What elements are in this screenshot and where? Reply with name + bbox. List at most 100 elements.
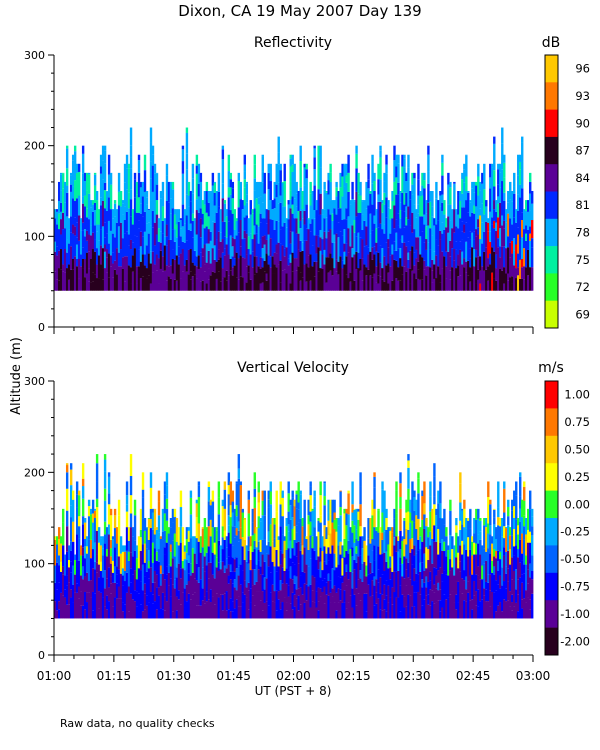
data-cell bbox=[373, 487, 376, 509]
data-cell bbox=[317, 520, 320, 532]
data-cell bbox=[179, 542, 183, 569]
data-cell bbox=[427, 604, 430, 619]
data-cell bbox=[209, 191, 213, 206]
data-cell bbox=[465, 601, 468, 619]
data-cell bbox=[105, 191, 109, 211]
data-cell bbox=[401, 154, 404, 167]
data-cell bbox=[173, 209, 177, 215]
data-cell bbox=[207, 526, 211, 547]
data-cell bbox=[251, 213, 254, 240]
data-cell bbox=[231, 181, 235, 189]
data-cell bbox=[507, 516, 510, 526]
data-cell bbox=[219, 281, 223, 291]
data-cell bbox=[373, 472, 376, 477]
data-cell bbox=[409, 512, 412, 523]
data-cell bbox=[213, 554, 217, 579]
data-cell bbox=[313, 148, 316, 158]
data-cell bbox=[163, 579, 167, 597]
data-cell bbox=[315, 235, 318, 254]
data-cell bbox=[121, 268, 125, 291]
data-cell bbox=[419, 536, 422, 550]
data-cell bbox=[297, 210, 300, 234]
data-cell bbox=[377, 598, 380, 619]
data-cell bbox=[465, 191, 468, 201]
data-cell bbox=[391, 604, 394, 619]
data-cell bbox=[217, 481, 221, 498]
data-cell bbox=[409, 522, 412, 540]
data-cell bbox=[511, 191, 514, 202]
data-cell bbox=[317, 215, 320, 236]
data-cell bbox=[107, 476, 111, 494]
data-cell bbox=[249, 254, 252, 280]
data-cell bbox=[475, 605, 478, 619]
data-cell bbox=[56, 544, 59, 563]
data-cell bbox=[373, 215, 376, 224]
data-cell bbox=[411, 184, 414, 195]
data-cell bbox=[153, 264, 157, 291]
data-cell bbox=[223, 221, 227, 237]
data-cell bbox=[233, 608, 237, 619]
data-cell bbox=[261, 236, 264, 249]
data-cell bbox=[79, 605, 83, 619]
data-cell bbox=[93, 185, 97, 203]
data-cell bbox=[65, 575, 69, 586]
data-cell bbox=[181, 592, 185, 619]
data-cell bbox=[491, 224, 494, 248]
data-cell bbox=[207, 599, 211, 619]
data-cell bbox=[207, 243, 211, 251]
data-cell bbox=[251, 569, 254, 586]
data-cell bbox=[135, 558, 139, 580]
data-cell bbox=[161, 271, 165, 291]
data-cell bbox=[201, 224, 205, 240]
data-cell bbox=[263, 193, 266, 219]
data-cell bbox=[393, 160, 396, 182]
data-cell bbox=[427, 242, 430, 267]
data-cell bbox=[509, 527, 512, 536]
data-cell bbox=[99, 205, 103, 230]
data-cell bbox=[173, 588, 177, 608]
data-cell bbox=[339, 273, 342, 291]
data-cell bbox=[475, 519, 478, 544]
data-cell bbox=[403, 158, 406, 168]
data-cell bbox=[235, 235, 239, 253]
data-cell bbox=[319, 522, 322, 548]
data-cell bbox=[111, 560, 115, 573]
data-cell bbox=[435, 239, 438, 256]
data-cell bbox=[265, 545, 268, 554]
data-cell bbox=[263, 577, 266, 590]
data-cell bbox=[427, 549, 430, 561]
data-cell bbox=[381, 489, 384, 513]
data-cell bbox=[329, 214, 332, 230]
data-cell bbox=[423, 599, 426, 619]
data-cell bbox=[463, 232, 466, 259]
data-cell bbox=[497, 247, 500, 274]
data-cell bbox=[471, 181, 474, 189]
data-cell bbox=[377, 546, 380, 570]
data-cell bbox=[247, 265, 250, 273]
data-cell bbox=[121, 568, 125, 576]
data-cell bbox=[279, 181, 282, 196]
data-cell bbox=[311, 601, 314, 619]
data-cell bbox=[257, 181, 260, 198]
data-cell bbox=[105, 595, 109, 610]
data-cell bbox=[163, 481, 167, 495]
data-cell bbox=[381, 203, 384, 213]
data-cell bbox=[309, 193, 312, 206]
data-cell bbox=[447, 204, 450, 217]
data-cell bbox=[383, 599, 386, 610]
data-cell bbox=[205, 283, 209, 291]
data-cell bbox=[95, 562, 99, 573]
data-cell bbox=[417, 195, 420, 205]
data-cell bbox=[97, 209, 101, 225]
data-cell bbox=[391, 587, 394, 605]
data-cell bbox=[449, 559, 452, 571]
data-cell bbox=[73, 592, 77, 619]
data-cell bbox=[345, 564, 348, 572]
data-cell bbox=[479, 554, 482, 580]
data-cell bbox=[287, 511, 290, 525]
data-cell bbox=[325, 564, 328, 583]
data-cell bbox=[411, 270, 414, 291]
data-cell bbox=[399, 248, 402, 259]
data-cell bbox=[197, 183, 201, 197]
data-cell bbox=[267, 499, 270, 508]
